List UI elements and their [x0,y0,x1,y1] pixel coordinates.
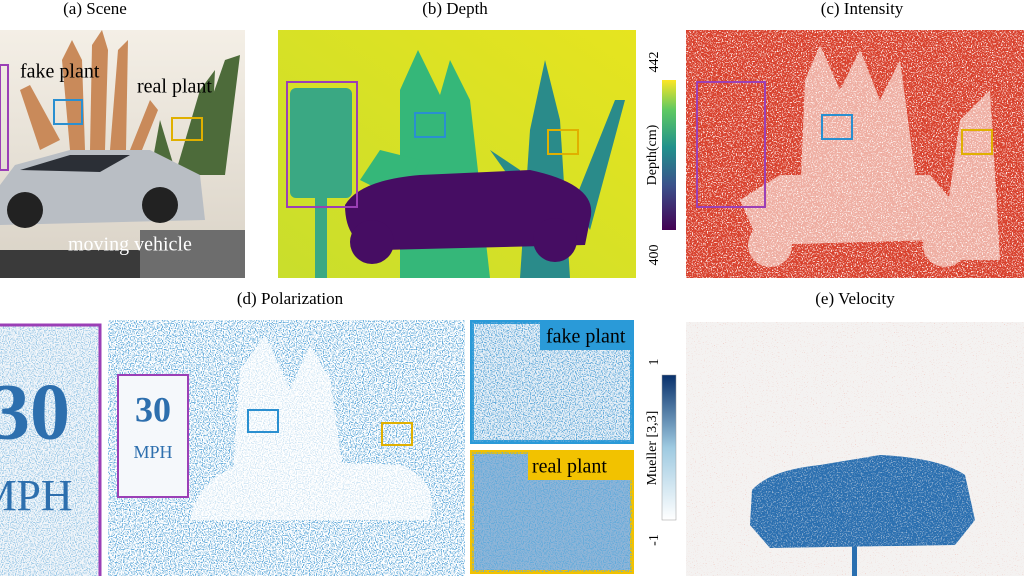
inset-real [470,450,634,574]
panel-title: (b) Depth [422,0,488,18]
annotation: moving vehicle [68,234,192,256]
colorbar-label: Depth(cm) [645,124,660,185]
panel-title: (e) Velocity [815,289,895,308]
depth-image [278,30,636,278]
sign-text: MPH [0,471,73,520]
colorbar [662,80,676,230]
colorbar-tick: 400 [647,245,662,266]
colorbar [661,374,677,521]
sign-zoom [0,323,102,576]
inset-label: real plant [532,456,607,478]
annotation: real plant [137,76,212,98]
scene-image [0,30,245,278]
annotation: fake plant [20,61,100,83]
panel-title: (a) Scene [63,0,127,18]
panel-title: (d) Polarization [237,289,344,308]
polarization-image [108,320,465,576]
inset-label: fake plant [546,326,626,348]
colorbar-tick: -1 [647,534,662,546]
inset-fake [470,320,634,444]
intensity-image [686,30,1024,278]
panel-title: (c) Intensity [821,0,904,18]
sign-text: 30 [0,368,70,456]
velocity-image [686,322,1024,576]
colorbar-tick: 1 [647,359,662,366]
colorbar-label: Mueller [3,3] [645,411,660,486]
sign-text: MPH [133,442,172,462]
sign-text: 30 [135,389,171,429]
colorbar-tick: 442 [647,52,662,73]
